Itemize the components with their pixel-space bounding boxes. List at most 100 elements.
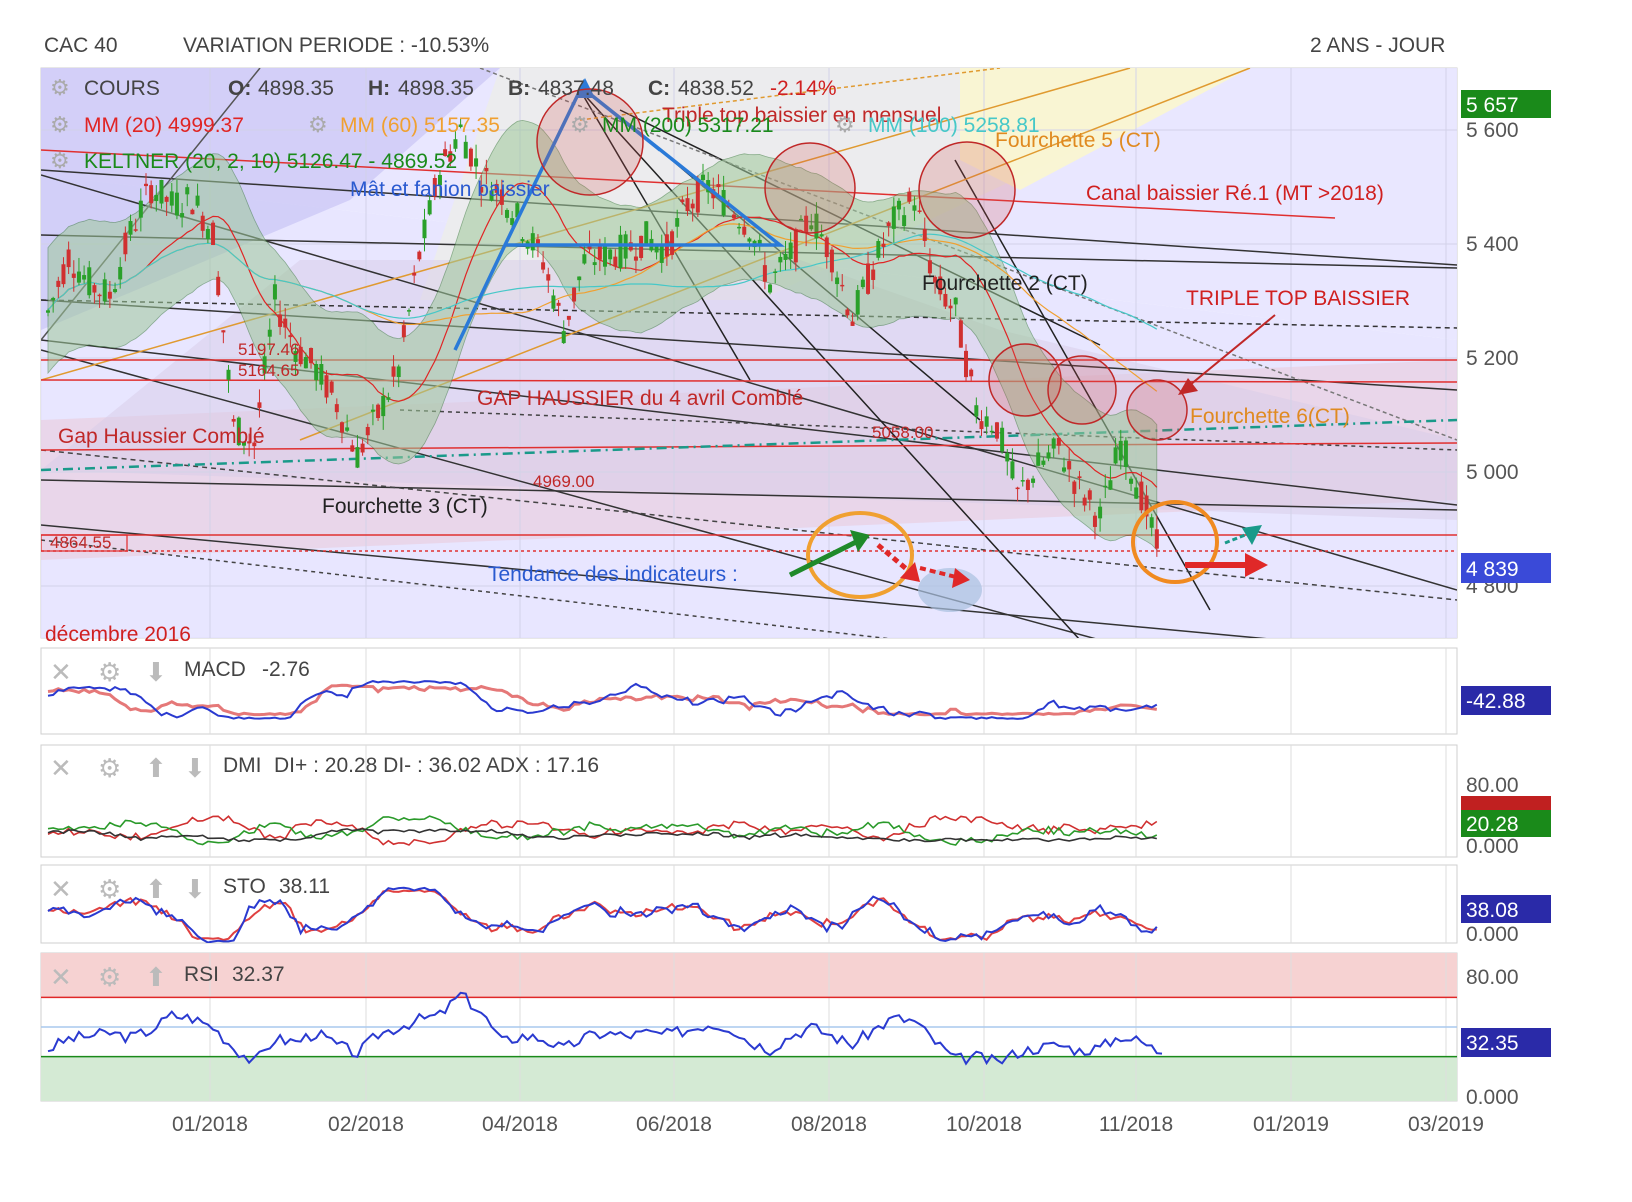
candle: [876, 241, 881, 258]
candle: [82, 275, 87, 280]
macd-panel[interactable]: ✕ ⚙ ⬇ MACD -2.76 -42.88: [40, 640, 1551, 1110]
candle: [1041, 460, 1046, 465]
candle: [499, 189, 504, 205]
candle: [1005, 452, 1010, 462]
candle: [468, 148, 473, 167]
gear-icon[interactable]: ⚙: [50, 75, 70, 100]
candle: [731, 214, 736, 219]
move-down-icon[interactable]: ⬇: [184, 874, 206, 904]
candle: [401, 325, 406, 338]
rsi-name: RSI: [184, 963, 219, 986]
gear-icon[interactable]: ⚙: [98, 874, 121, 904]
candle: [205, 228, 210, 239]
mm100-line: [47, 233, 1158, 330]
candle: [670, 231, 675, 255]
move-down-icon[interactable]: ⬇: [184, 753, 206, 783]
macd-tag-text: -42.88: [1466, 690, 1526, 713]
annotation-level-4969: 4969.00: [533, 472, 594, 491]
close-icon[interactable]: ✕: [50, 753, 72, 783]
period-selector[interactable]: 2 ANS - JOUR: [1310, 34, 1446, 57]
annotation-triple-top-mensuel: Triple top baissier en mensuel: [662, 104, 941, 127]
gear-icon[interactable]: ⚙: [50, 112, 70, 137]
dmi-panel[interactable]: ✕ ⚙ ⬆ ⬇ DMI DI+ : 20.28 DI- : 36.02 ADX …: [40, 640, 1551, 1110]
candle: [953, 297, 958, 305]
candle: [221, 330, 226, 333]
candle: [1113, 447, 1118, 464]
candle: [860, 279, 865, 288]
instrument-name: CAC 40: [44, 34, 118, 57]
candle: [272, 284, 277, 300]
candle: [809, 225, 814, 230]
legend-mm60: MM (60) 5157.35: [340, 114, 500, 137]
move-up-icon[interactable]: ⬆: [145, 874, 167, 904]
annotation-fourchette3: Fourchette 3 (CT): [322, 495, 488, 518]
candle: [603, 245, 607, 267]
candle: [87, 267, 92, 296]
sto-axis-min: 0.000: [1466, 923, 1519, 946]
move-up-icon[interactable]: ⬆: [145, 962, 167, 992]
candle: [46, 310, 50, 313]
move-up-icon[interactable]: ⬆: [145, 753, 167, 783]
candle: [644, 221, 649, 246]
price-panel[interactable]: Mât et fanion baissier Triple top baissi…: [40, 67, 1551, 646]
candle: [551, 295, 556, 309]
gear-icon[interactable]: ⚙: [308, 112, 328, 137]
candle: [422, 219, 427, 239]
gear-icon[interactable]: ⚙: [835, 112, 855, 137]
sto-tag-text: 38.08: [1466, 899, 1519, 922]
candle: [360, 443, 365, 453]
close-icon[interactable]: ✕: [50, 657, 72, 687]
candle: [56, 280, 61, 287]
candle: [241, 441, 246, 446]
candle: [314, 364, 319, 381]
candle: [247, 441, 252, 444]
candle: [773, 271, 778, 273]
candle: [283, 318, 288, 328]
top-circles: [536, 88, 1188, 441]
x-tick-label: 08/2018: [791, 1113, 867, 1136]
sto-panel[interactable]: ✕ ⚙ ⬆ ⬇ STO 38.11 38.08 0.000: [40, 640, 1551, 1110]
gear-icon[interactable]: ⚙: [570, 112, 590, 137]
candle: [912, 205, 917, 211]
move-down-icon[interactable]: ⬇: [145, 657, 167, 687]
candle: [819, 234, 824, 237]
candle: [597, 244, 602, 260]
legend-h-label: H:: [368, 77, 390, 100]
legend-c-label: C:: [648, 77, 670, 100]
indicator-circle: [806, 511, 914, 599]
gear-icon[interactable]: ⚙: [98, 962, 121, 992]
candle: [252, 442, 257, 447]
candle: [535, 239, 540, 247]
close-icon[interactable]: ✕: [50, 962, 72, 992]
gear-icon[interactable]: ⚙: [98, 753, 121, 783]
rsi-panel[interactable]: ✕ ⚙ ⬆ RSI 32.37 80.00 32.35 0.000: [40, 640, 1551, 1110]
y-tick-label: 5 200: [1466, 347, 1519, 370]
candle: [1103, 485, 1108, 488]
candle: [984, 416, 989, 427]
candle: [107, 291, 112, 299]
candle: [933, 276, 938, 283]
candle: [386, 397, 391, 400]
annotation-level-4864: 4864.55: [50, 533, 111, 552]
candle: [850, 321, 855, 326]
candle: [520, 239, 525, 242]
candle: [489, 190, 494, 201]
candle: [1154, 529, 1159, 549]
candle: [345, 427, 350, 431]
candle: [185, 187, 190, 195]
vertical-gridlines: [209, 68, 1447, 638]
close-icon[interactable]: ✕: [50, 874, 72, 904]
candle: [463, 141, 468, 159]
candle: [582, 254, 587, 264]
legend-change: -2.14%: [770, 77, 837, 100]
rsi-overbought-zone: [41, 953, 1457, 998]
gear-icon[interactable]: ⚙: [98, 657, 121, 687]
candle: [1134, 487, 1139, 499]
candle: [236, 417, 241, 446]
candle: [742, 226, 747, 235]
candle: [768, 284, 773, 293]
candle: [958, 320, 963, 348]
annotation-gap-haussier: GAP HAUSSIER du 4 avril Comblé: [477, 387, 803, 410]
gear-icon[interactable]: ⚙: [50, 148, 70, 173]
